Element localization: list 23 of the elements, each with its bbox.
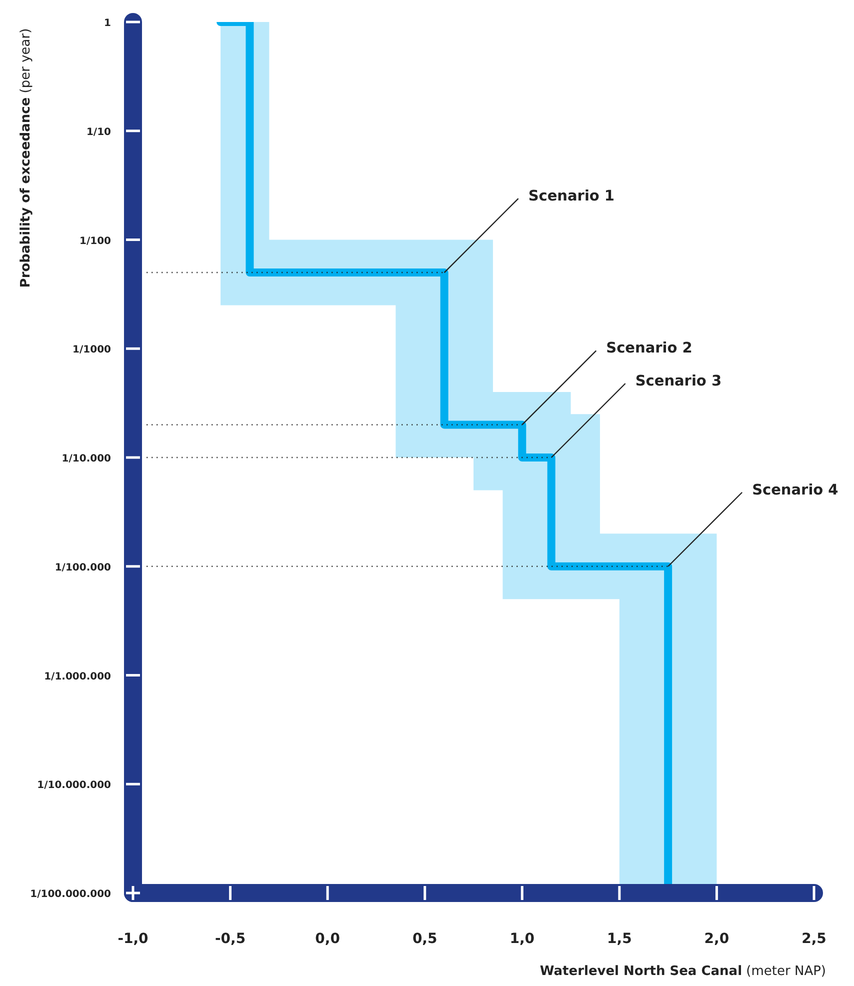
annotation: Scenario 2 [606,340,692,357]
y-tick-label: 1/10.000.000 [37,780,112,792]
annotation: Scenario 3 [635,374,722,390]
x-tick-label: 2,0 [704,931,730,947]
x-tick-label: 0,5 [412,931,438,947]
y-tick-label: 1/100.000 [54,562,112,574]
x-tick-label: 1,0 [510,931,535,947]
annotation: Scenario 4 [752,482,838,498]
y-tick-label: 1/10.000 [62,454,112,464]
annotation: Scenario 1 [528,188,615,205]
x-tick-label: 0,0 [315,931,340,947]
y-tick-label: 1/10 [86,126,112,138]
y-tick-label: 1/1.000.000 [44,671,112,682]
x-axis-title: Waterlevel North Sea Canal (meter NAP) [540,964,826,979]
y-tick-label: 1/100 [80,236,112,247]
x-tick-label: 1,5 [607,931,632,947]
y-tick-label: 1/1000 [72,344,112,356]
x-tick-label: 2,5 [802,931,826,947]
x-tick-label: -0,5 [214,931,246,947]
x-tick-label: -1,0 [118,931,149,947]
y-tick-label: 1/100.000.000 [30,889,112,900]
y-tick-label: 1 [104,18,112,29]
y-axis-title: Probability of exceedance (per year) [18,28,34,288]
